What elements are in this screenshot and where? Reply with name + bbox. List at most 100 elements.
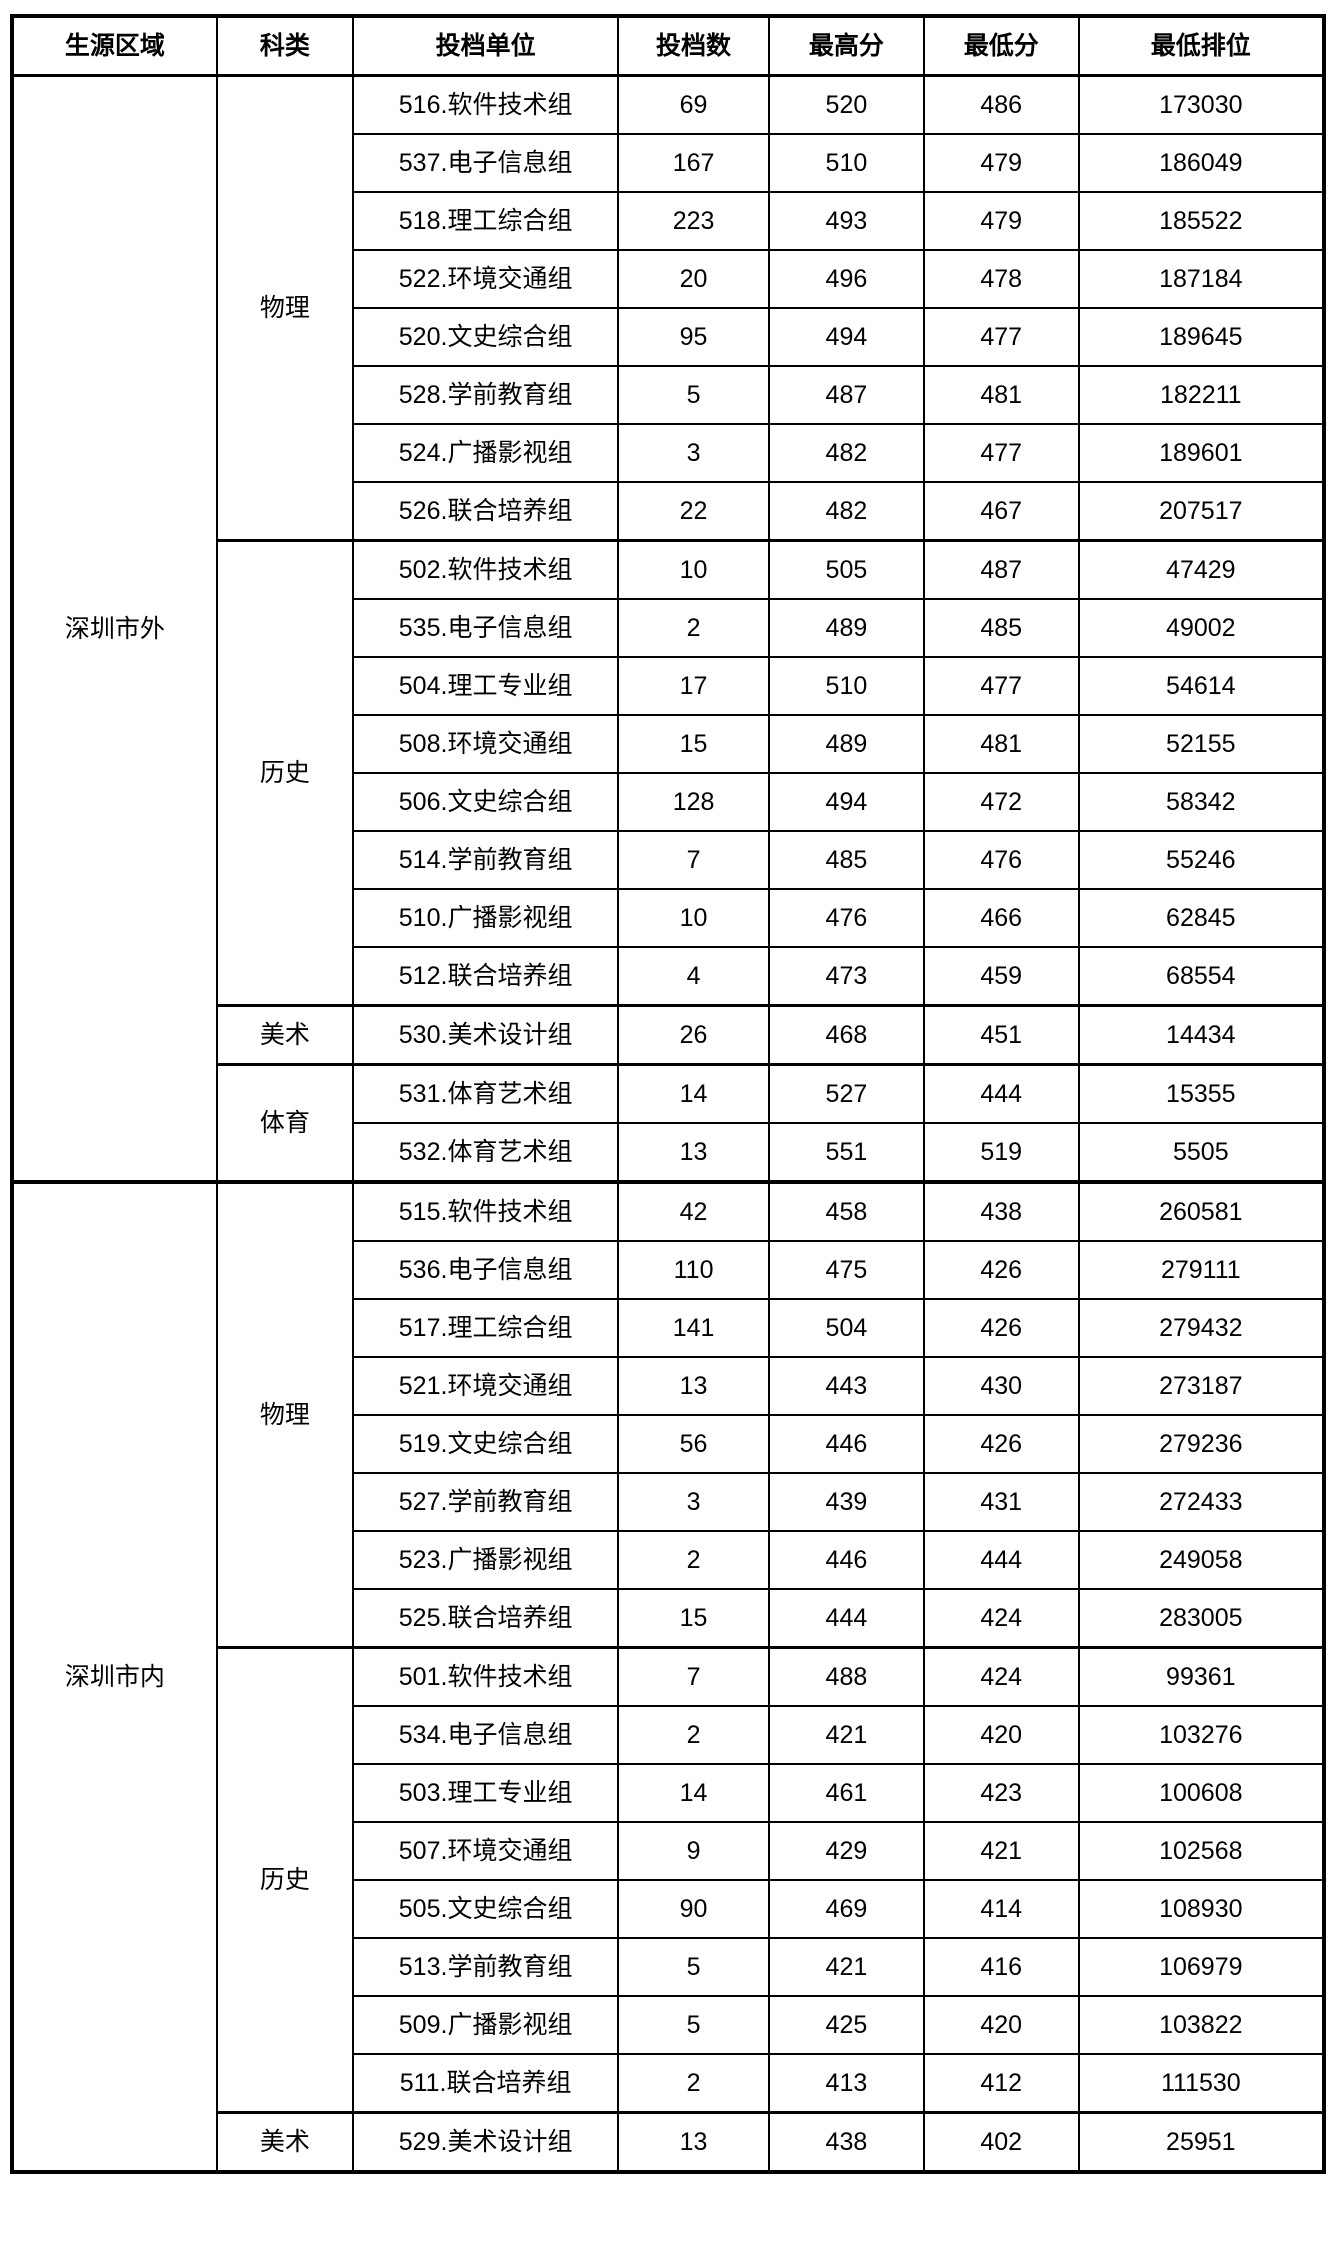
table-row: 523.广播影视组 2 446 444 249058	[12, 1530, 1326, 1590]
unit-cell: 511.联合培养组	[352, 2053, 620, 2114]
count-cell: 7	[617, 830, 770, 890]
min-rank-cell: 111530	[1077, 2053, 1326, 2114]
min-rank-cell: 108930	[1077, 1879, 1326, 1939]
category-cell: 物理	[215, 74, 355, 542]
min-score-cell: 476	[922, 830, 1080, 890]
count-cell: 2	[617, 2053, 770, 2114]
unit-cell: 510.广播影视组	[352, 888, 620, 948]
count-cell: 95	[617, 307, 770, 367]
min-rank-cell: 68554	[1077, 946, 1326, 1007]
category-cell: 美术	[215, 2111, 355, 2173]
min-rank-cell: 49002	[1077, 598, 1326, 658]
max-score-cell: 489	[768, 598, 925, 658]
min-rank-cell: 100608	[1077, 1763, 1326, 1823]
max-score-cell: 496	[768, 249, 925, 309]
page: 生源区域 科类 投档单位 投档数 最高分 最低分 最低排位 深圳市外 物理 516.…	[10, 14, 1326, 2174]
max-score-cell: 551	[768, 1122, 925, 1183]
min-score-cell: 479	[922, 133, 1080, 193]
min-rank-cell: 182211	[1077, 365, 1326, 425]
min-score-cell: 423	[922, 1763, 1080, 1823]
min-score-cell: 485	[922, 598, 1080, 658]
min-rank-cell: 173030	[1077, 74, 1326, 135]
min-rank-cell: 279111	[1077, 1240, 1326, 1300]
min-score-cell: 487	[922, 539, 1080, 600]
unit-cell: 527.学前教育组	[352, 1472, 620, 1532]
unit-cell: 524.广播影视组	[352, 423, 620, 483]
unit-cell: 517.理工综合组	[352, 1298, 620, 1358]
min-score-cell: 478	[922, 249, 1080, 309]
table-row: 518.理工综合组 223 493 479 185522	[12, 191, 1326, 251]
max-score-cell: 487	[768, 365, 925, 425]
table-row: 517.理工综合组 141 504 426 279432	[12, 1298, 1326, 1358]
max-score-cell: 494	[768, 772, 925, 832]
min-score-cell: 519	[922, 1122, 1080, 1183]
max-score-cell: 493	[768, 191, 925, 251]
min-score-cell: 467	[922, 481, 1080, 542]
unit-cell: 515.软件技术组	[352, 1180, 620, 1242]
min-rank-cell: 5505	[1077, 1122, 1326, 1183]
table-row: 503.理工专业组 14 461 423 100608	[12, 1763, 1326, 1823]
region-cell: 深圳市外	[11, 74, 218, 1183]
count-cell: 3	[617, 423, 770, 483]
max-score-cell: 504	[768, 1298, 925, 1358]
category-cell: 历史	[215, 539, 355, 1007]
unit-cell: 508.环境交通组	[352, 714, 620, 774]
min-score-cell: 426	[922, 1298, 1080, 1358]
max-score-cell: 469	[768, 1879, 925, 1939]
max-score-cell: 473	[768, 946, 925, 1007]
count-cell: 167	[617, 133, 770, 193]
region-cell: 深圳市内	[11, 1180, 218, 2173]
unit-cell: 509.广播影视组	[352, 1995, 620, 2055]
max-score-cell: 413	[768, 2053, 925, 2114]
count-cell: 2	[617, 1530, 770, 1590]
table-row: 521.环境交通组 13 443 430 273187	[12, 1356, 1326, 1416]
min-score-cell: 424	[922, 1646, 1080, 1707]
unit-cell: 534.电子信息组	[352, 1705, 620, 1765]
min-score-cell: 479	[922, 191, 1080, 251]
min-score-cell: 477	[922, 656, 1080, 716]
count-cell: 56	[617, 1414, 770, 1474]
unit-cell: 505.文史综合组	[352, 1879, 620, 1939]
min-rank-cell: 102568	[1077, 1821, 1326, 1881]
header-unit: 投档单位	[352, 15, 620, 77]
unit-cell: 520.文史综合组	[352, 307, 620, 367]
unit-cell: 521.环境交通组	[352, 1356, 620, 1416]
min-score-cell: 430	[922, 1356, 1080, 1416]
min-rank-cell: 99361	[1077, 1646, 1326, 1707]
table-row: 528.学前教育组 5 487 481 182211	[12, 365, 1326, 425]
count-cell: 20	[617, 249, 770, 309]
header-count: 投档数	[617, 15, 770, 77]
unit-cell: 514.学前教育组	[352, 830, 620, 890]
min-rank-cell: 185522	[1077, 191, 1326, 251]
unit-cell: 528.学前教育组	[352, 365, 620, 425]
table-row: 513.学前教育组 5 421 416 106979	[12, 1937, 1326, 1997]
table-row: 深圳市外 物理 516.软件技术组 69 520 486 173030	[11, 74, 1326, 1183]
min-score-cell: 481	[922, 714, 1080, 774]
table-row: 深圳市内 物理 515.软件技术组 42 458 438 260581	[11, 1180, 1326, 2173]
count-cell: 10	[617, 539, 770, 600]
min-rank-cell: 279236	[1077, 1414, 1326, 1474]
table-row: 体育 531.体育艺术组 14 527 444 15355	[12, 1063, 1326, 1183]
unit-cell: 518.理工综合组	[352, 191, 620, 251]
min-score-cell: 481	[922, 365, 1080, 425]
min-rank-cell: 55246	[1077, 830, 1326, 890]
min-score-cell: 466	[922, 888, 1080, 948]
header-region: 生源区域	[11, 15, 218, 77]
min-score-cell: 472	[922, 772, 1080, 832]
min-rank-cell: 47429	[1077, 539, 1326, 600]
header-row: 生源区域 科类 投档单位 投档数 最高分 最低分 最低排位	[11, 15, 1326, 77]
min-rank-cell: 279432	[1077, 1298, 1326, 1358]
table-row: 535.电子信息组 2 489 485 49002	[12, 598, 1326, 658]
table-row: 527.学前教育组 3 439 431 272433	[12, 1472, 1326, 1532]
min-score-cell: 438	[922, 1180, 1080, 1242]
max-score-cell: 489	[768, 714, 925, 774]
table-row: 505.文史综合组 90 469 414 108930	[12, 1879, 1326, 1939]
table-row: 512.联合培养组 4 473 459 68554	[12, 946, 1326, 1007]
max-score-cell: 438	[768, 2111, 925, 2173]
count-cell: 17	[617, 656, 770, 716]
unit-cell: 512.联合培养组	[352, 946, 620, 1007]
min-score-cell: 451	[922, 1004, 1080, 1066]
table-row: 504.理工专业组 17 510 477 54614	[12, 656, 1326, 716]
table-row: 509.广播影视组 5 425 420 103822	[12, 1995, 1326, 2055]
min-rank-cell: 283005	[1077, 1588, 1326, 1649]
